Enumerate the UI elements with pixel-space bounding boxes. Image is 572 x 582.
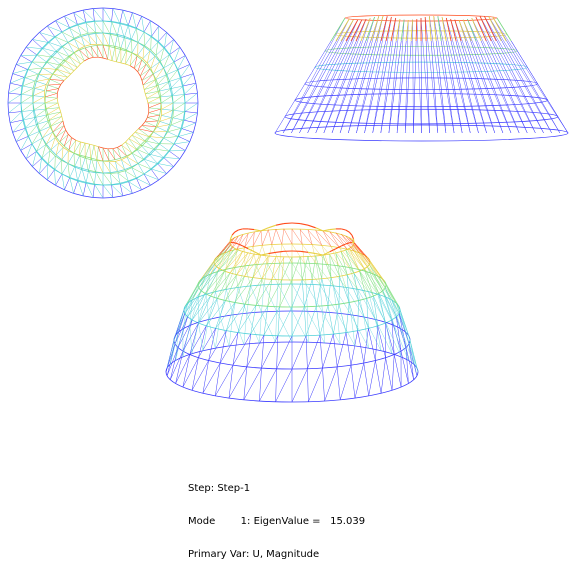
status-legend: Step: Step-1 Mode 1: EigenValue = 15.039… xyxy=(188,461,365,582)
mode-eigenvalue-label: Mode 1: EigenValue = 15.039 xyxy=(188,516,365,527)
iso-view-mesh xyxy=(166,223,418,402)
step-label: Step: Step-1 xyxy=(188,483,365,494)
primary-var-label: Primary Var: U, Magnitude xyxy=(188,549,365,560)
viewport-canvas[interactable]: Step: Step-1 Mode 1: EigenValue = 15.039… xyxy=(0,0,572,508)
top-view-mesh xyxy=(8,8,198,198)
side-view-mesh xyxy=(275,15,568,141)
deformed-mesh-plot xyxy=(0,0,572,508)
